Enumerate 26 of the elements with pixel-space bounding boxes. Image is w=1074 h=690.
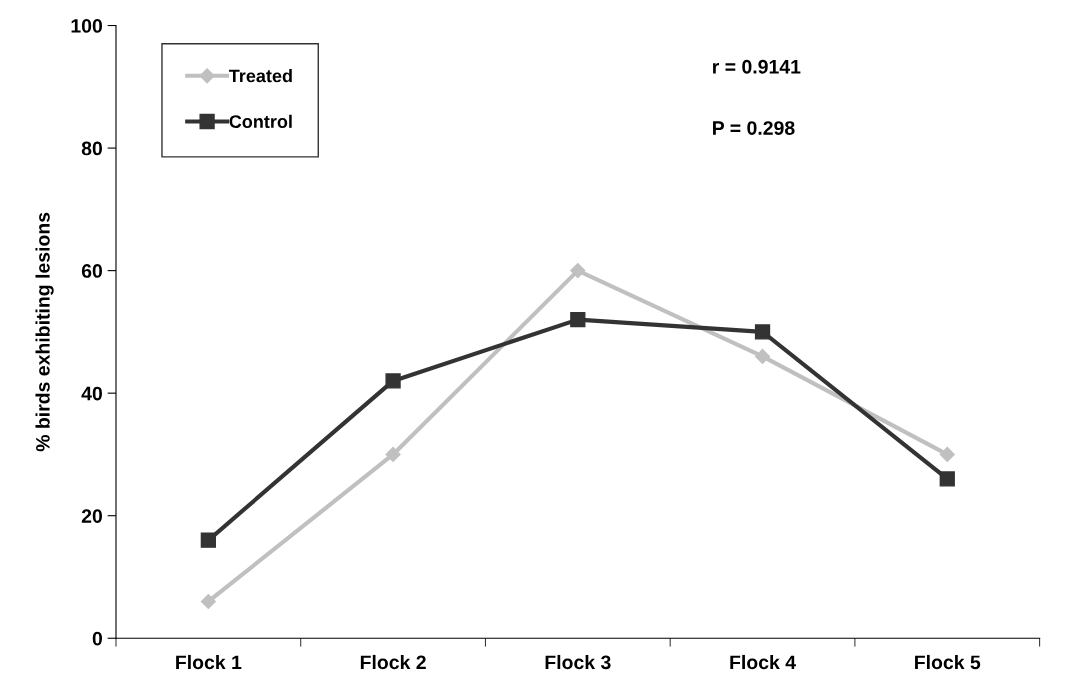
legend-label: Control (229, 114, 292, 129)
point (200, 593, 216, 610)
y-tick-label: 60 (81, 264, 102, 278)
x-tick-label: Flock 1 (176, 654, 242, 670)
point (570, 311, 586, 328)
y-tick-label: 0 (92, 631, 102, 646)
point (939, 471, 955, 487)
point (754, 348, 771, 364)
point (200, 532, 216, 548)
x-tick-label: Flock 2 (360, 654, 426, 670)
annotation: r = 0.9141 (713, 59, 801, 74)
y-tick-label: 40 (81, 386, 102, 401)
annotation: P = 0.298 (713, 121, 795, 135)
point (939, 446, 955, 463)
x-tick-label: Flock 3 (545, 654, 611, 670)
y-tick-label: 20 (81, 509, 102, 523)
legend-label: Treated (228, 69, 292, 83)
y-tick-label: 80 (81, 141, 102, 156)
point (570, 263, 586, 279)
point (754, 324, 771, 340)
y-tick-label: 100 (71, 19, 102, 33)
point (385, 446, 401, 463)
point (385, 373, 401, 389)
y-axis-title: % birds exhibiting lesions (35, 212, 54, 452)
x-tick-label: Flock 4 (730, 654, 796, 670)
x-tick-label: Flock 5 (915, 654, 981, 670)
